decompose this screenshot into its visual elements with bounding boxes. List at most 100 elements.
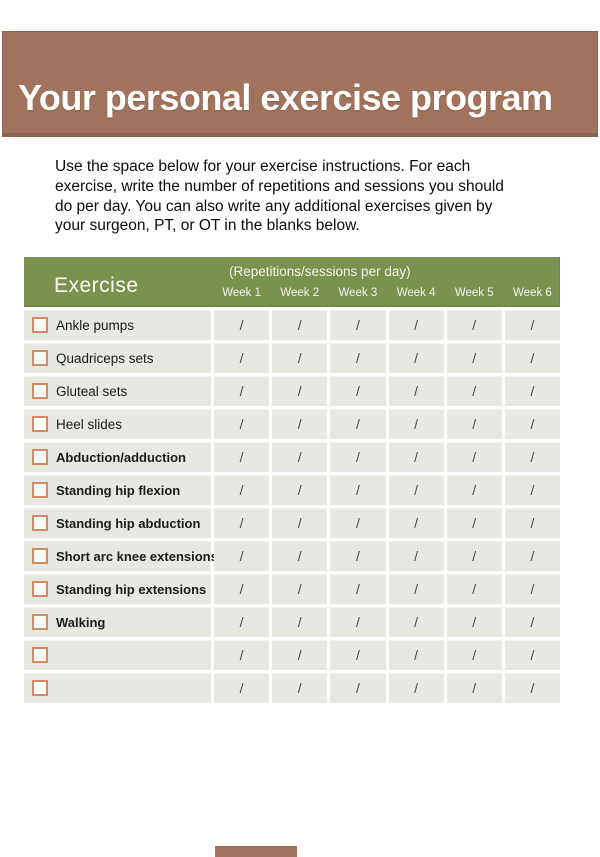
week-entry-cell: /: [214, 409, 270, 439]
week-header-label: Week 6: [513, 287, 552, 299]
exercise-label: Heel slides: [56, 416, 123, 432]
slash-separator: /: [472, 383, 477, 399]
exercise-label: Walking: [56, 614, 106, 630]
week-entry-cell: /: [388, 541, 444, 571]
slash-separator: /: [355, 515, 360, 531]
week-entry-cell: /: [214, 508, 270, 538]
week-entry-cell: /: [330, 310, 386, 340]
slash-separator: /: [239, 647, 244, 663]
week-entry-cell: /: [388, 673, 444, 703]
week-entry-cell: /: [272, 343, 328, 373]
week-entry-cell: /: [272, 673, 328, 703]
slash-separator: /: [239, 515, 244, 531]
table-row: Walking / / / / / /: [24, 607, 560, 637]
slash-separator: /: [414, 515, 419, 531]
week-entry-cell: /: [504, 442, 560, 472]
slash-separator: /: [472, 680, 477, 696]
exercise-checkbox[interactable]: [32, 614, 48, 630]
exercise-checkbox[interactable]: [32, 548, 48, 564]
slash-separator: /: [297, 482, 302, 498]
slash-separator: /: [239, 449, 244, 465]
exercise-checkbox[interactable]: [32, 317, 48, 333]
slash-separator: /: [297, 548, 302, 564]
slash-separator: /: [297, 383, 302, 399]
slash-separator: /: [472, 647, 477, 663]
slash-separator: /: [239, 416, 244, 432]
slash-separator: /: [414, 548, 419, 564]
slash-separator: /: [297, 449, 302, 465]
slash-separator: /: [530, 680, 535, 696]
week-entry-cell: /: [504, 673, 560, 703]
slash-separator: /: [472, 449, 477, 465]
table-row: Standing hip extensions / / / / / /: [24, 574, 560, 604]
exercise-checkbox[interactable]: [32, 350, 48, 366]
slash-separator: /: [355, 647, 360, 663]
exercise-checkbox[interactable]: [32, 449, 48, 465]
week-entry-cell: /: [214, 541, 270, 571]
week-entry-cell: /: [504, 343, 560, 373]
week-entry-cell: /: [214, 673, 270, 703]
week-entry-cell: /: [388, 376, 444, 406]
week-entry-cell: /: [214, 574, 270, 604]
slash-separator: /: [472, 416, 477, 432]
exercise-checkbox[interactable]: [32, 383, 48, 399]
week-entry-cell: /: [388, 640, 444, 670]
exercise-checkbox[interactable]: [32, 647, 48, 663]
slash-separator: /: [472, 581, 477, 597]
table-row: / / / / / /: [24, 673, 560, 703]
exercise-cell: Quadriceps sets: [24, 343, 211, 373]
exercise-label: Standing hip flexion: [56, 482, 181, 498]
slash-separator: /: [297, 317, 302, 333]
intro-paragraph: Use the space below for your exercise in…: [55, 158, 504, 235]
slash-separator: /: [297, 581, 302, 597]
slash-separator: /: [472, 515, 477, 531]
week-entry-cell: /: [272, 541, 328, 571]
exercise-label: Quadriceps sets: [56, 350, 154, 366]
exercise-checkbox[interactable]: [32, 680, 48, 696]
exercise-checkbox[interactable]: [32, 482, 48, 498]
slash-separator: /: [530, 317, 535, 333]
exercise-cell: Ankle pumps: [24, 310, 211, 340]
exercise-cell: Heel slides: [24, 409, 211, 439]
table-header: Exercise (Repetitions/sessions per day) …: [24, 257, 560, 307]
week-entry-cell: /: [504, 541, 560, 571]
table-row: Ankle pumps / / / / / /: [24, 310, 560, 340]
week-entry-cell: /: [446, 409, 502, 439]
week-entry-cell: /: [330, 475, 386, 505]
slash-separator: /: [530, 581, 535, 597]
week-entry-cell: /: [446, 310, 502, 340]
week-entry-cell: /: [446, 508, 502, 538]
exercise-checkbox[interactable]: [32, 581, 48, 597]
table-row: / / / / / /: [24, 640, 560, 670]
slash-separator: /: [472, 548, 477, 564]
slash-separator: /: [530, 350, 535, 366]
exercise-label: Ankle pumps: [56, 317, 135, 333]
slash-separator: /: [530, 449, 535, 465]
slash-separator: /: [355, 680, 360, 696]
week-entry-cell: /: [504, 376, 560, 406]
week-entry-cell: /: [504, 475, 560, 505]
week-entry-cell: /: [214, 310, 270, 340]
week-header-row: Week 1 Week 2 Week 3 Week 4 Week 5 Week 6: [214, 287, 560, 299]
slash-separator: /: [472, 614, 477, 630]
slash-separator: /: [414, 416, 419, 432]
slash-separator: /: [414, 680, 419, 696]
slash-separator: /: [414, 482, 419, 498]
exercise-checkbox[interactable]: [32, 416, 48, 432]
exercise-cell: [24, 640, 211, 670]
exercise-checkbox[interactable]: [32, 515, 48, 531]
slash-separator: /: [297, 416, 302, 432]
slash-separator: /: [239, 581, 244, 597]
week-entry-cell: /: [272, 475, 328, 505]
slash-separator: /: [355, 449, 360, 465]
slash-separator: /: [530, 614, 535, 630]
week-entry-cell: /: [388, 508, 444, 538]
week-entry-cell: /: [330, 673, 386, 703]
table-rows: Ankle pumps / / / / / / Quadriceps sets / / / / / / Gl…: [24, 310, 560, 703]
week-header-label: Week 4: [396, 287, 436, 299]
week-entry-cell: /: [446, 640, 502, 670]
week-entry-cell: /: [214, 640, 270, 670]
week-entry-cell: /: [272, 376, 328, 406]
repetitions-header: (Repetitions/sessions per day): [229, 264, 411, 279]
slash-separator: /: [355, 482, 360, 498]
